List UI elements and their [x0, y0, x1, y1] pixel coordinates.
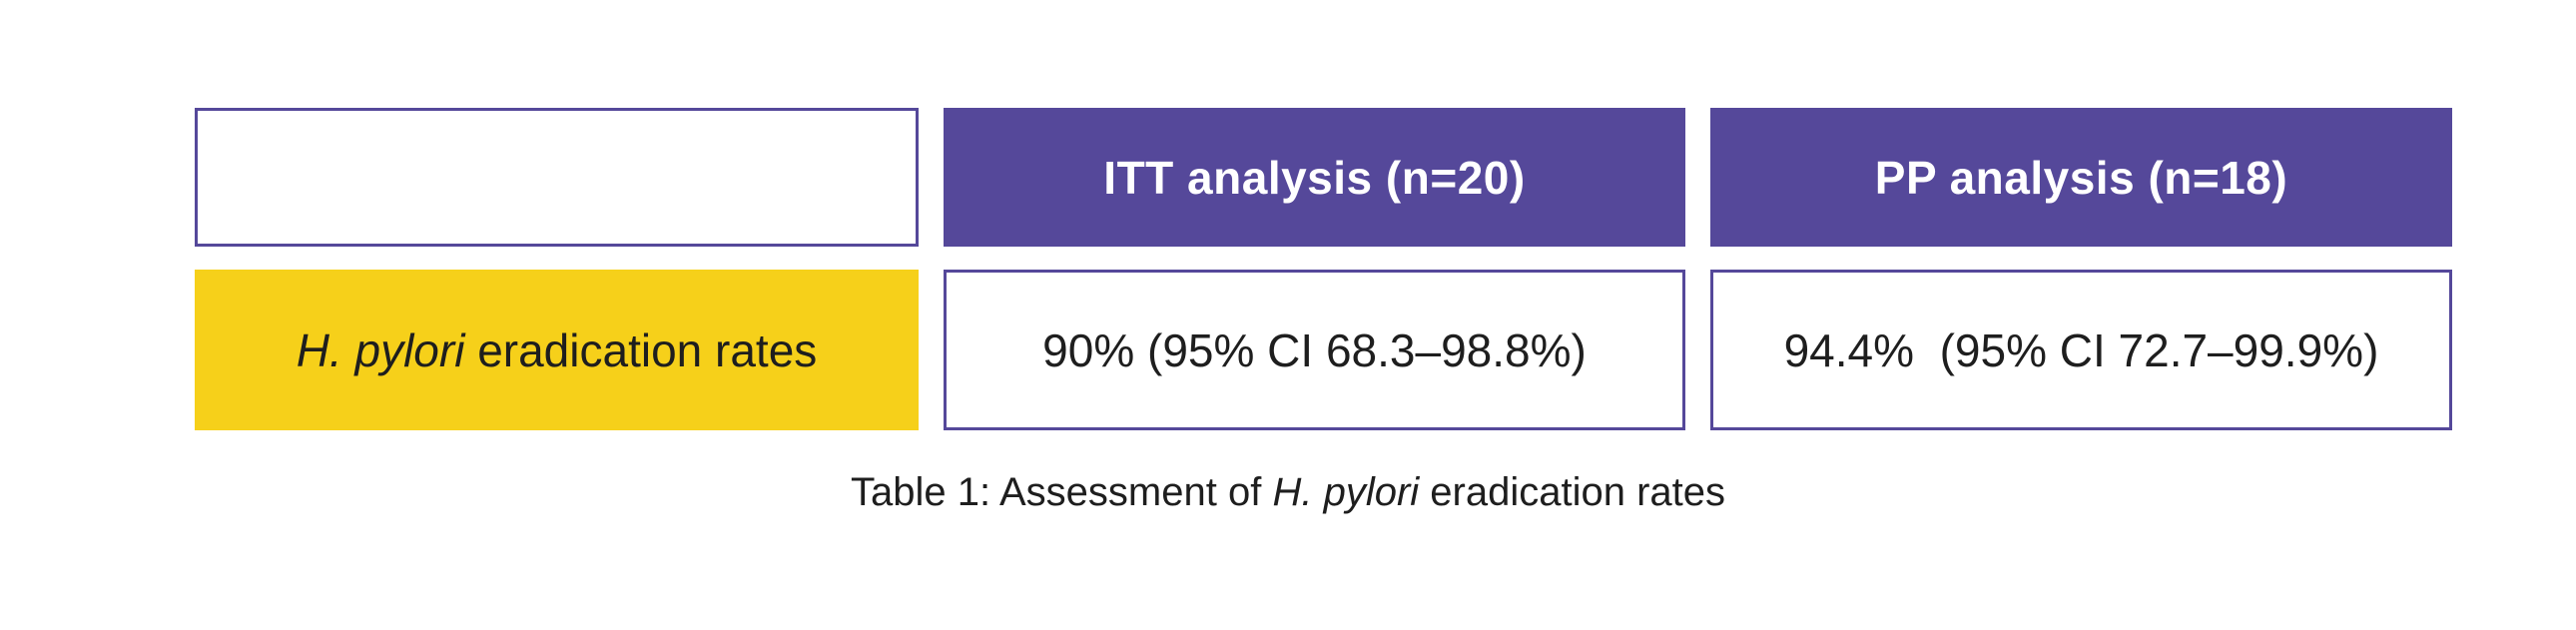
column-header-itt-analysis: ITT analysis (n=20) [944, 108, 1685, 247]
row-label-rest: eradication rates [464, 323, 818, 376]
itt-value-text: 90% (95% CI 68.3–98.8%) [1042, 323, 1587, 376]
caption-prefix: Table 1: Assessment of [851, 470, 1273, 514]
pp-header-label: PP analysis (n=18) [1874, 151, 2288, 204]
row-label-text: H. pylori eradication rates [297, 323, 818, 377]
table-caption: Table 1: Assessment of H. pylori eradica… [0, 467, 2576, 517]
column-header-pp-analysis: PP analysis (n=18) [1710, 108, 2452, 247]
itt-header-label: ITT analysis (n=20) [1103, 151, 1526, 204]
caption-suffix: eradication rates [1419, 470, 1725, 514]
row-header-eradication-rates: H. pylori eradication rates [195, 270, 919, 430]
caption-organism-italic: H. pylori [1272, 470, 1420, 514]
eradication-rates-table: ITT analysis (n=20) PP analysis (n=18) H… [195, 108, 2452, 430]
row-label-organism-italic: H. pylori [296, 323, 465, 376]
pp-value-text: 94.4% (95% CI 72.7–99.9%) [1783, 323, 2379, 376]
table-corner-empty-cell [195, 108, 919, 247]
itt-value-cell: 90% (95% CI 68.3–98.8%) [944, 270, 1685, 430]
pp-value-cell: 94.4% (95% CI 72.7–99.9%) [1710, 270, 2452, 430]
